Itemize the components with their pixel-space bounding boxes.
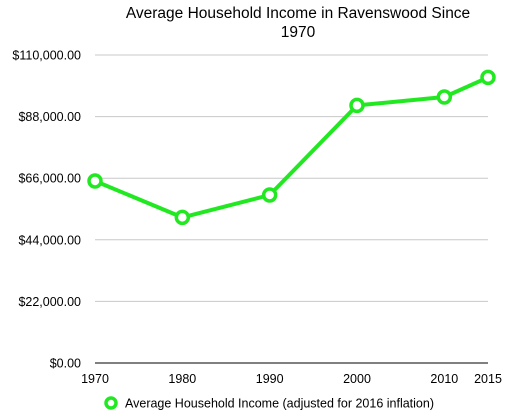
gridlines [95, 54, 488, 302]
chart-title-line-1: Average Household Income in Ravenswood S… [126, 5, 470, 22]
chart-title-line-2: 1970 [281, 24, 316, 41]
y-tick-label: $22,000.00 [18, 295, 81, 309]
x-tick-labels: 1970 1980 1990 2000 2010 2015 [81, 372, 502, 386]
series-layer [87, 69, 496, 226]
legend: Average Household Income (adjusted for 2… [104, 396, 434, 411]
x-tick-label: 2015 [474, 372, 502, 386]
data-point-1990 [261, 187, 278, 203]
data-point-2015 [480, 69, 496, 86]
y-tick-label: $0.00 [50, 357, 81, 371]
data-point-1980 [174, 209, 191, 226]
y-tick-label: $110,000.00 [12, 49, 81, 63]
legend-label: Average Household Income (adjusted for 2… [125, 397, 434, 411]
x-tick-label: 1980 [168, 372, 196, 386]
chart-title: Average Household Income in Ravenswood S… [126, 5, 470, 41]
y-tick-label: $66,000.00 [18, 172, 81, 186]
y-tick-labels: $0.00 $22,000.00 $44,000.00 $66,000.00 $88,0… [12, 49, 81, 371]
x-tick-label: 1970 [81, 372, 109, 386]
data-point-2000 [349, 97, 365, 114]
y-tick-label: $44,000.00 [18, 233, 81, 247]
x-tick-label: 2010 [430, 372, 458, 386]
legend-marker-icon [104, 396, 118, 410]
data-point-1970 [87, 173, 103, 189]
x-tick-label: 1990 [256, 372, 284, 386]
y-tick-label: $88,000.00 [18, 110, 81, 124]
series-line [93, 75, 490, 220]
x-tick-label: 2000 [343, 372, 371, 386]
data-point-2010 [436, 89, 453, 105]
